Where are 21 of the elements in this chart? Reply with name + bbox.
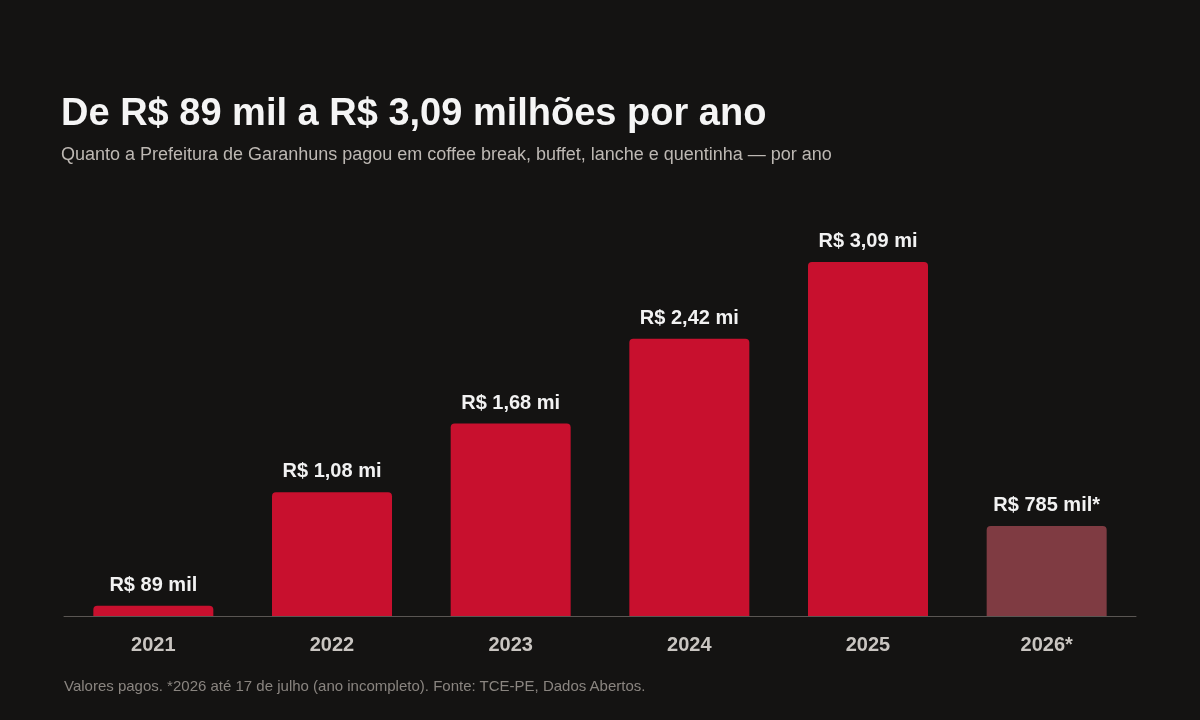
data-label: R$ 89 mil	[109, 572, 198, 595]
chart-title: De R$ 89 mil a R$ 3,09 milhões por ano	[61, 91, 767, 133]
x-tick-label: 2024	[667, 633, 713, 655]
bar	[272, 492, 392, 616]
bar	[808, 261, 928, 616]
x-tick-label: 2025	[845, 633, 891, 655]
x-tick-label: 2021	[131, 633, 176, 655]
bar	[93, 605, 214, 616]
bar	[450, 423, 571, 616]
x-tick-label: 2026*	[1020, 633, 1074, 655]
data-label: R$ 1,68 mi	[461, 390, 561, 413]
data-label: R$ 3,09 mi	[818, 228, 918, 251]
data-label: R$ 2,42 mi	[639, 305, 739, 328]
bar	[986, 526, 1107, 616]
x-tick-label: 2023	[488, 633, 533, 655]
data-label: R$ 1,08 mi	[282, 459, 382, 482]
x-tick-label: 2022	[309, 633, 355, 655]
chart-subtitle: Quanto a Prefeitura de Garanhuns pagou em coffee break, buffet, lanche e quentinha — por ano	[61, 144, 832, 164]
text: Valores pagos. *2026 até 17 de julho (ano incompleto). Fonte: TCE-PE, Dados Abertos.	[64, 677, 646, 694]
bar	[629, 338, 750, 616]
data-label: R$ 785 mil*	[993, 493, 1101, 516]
